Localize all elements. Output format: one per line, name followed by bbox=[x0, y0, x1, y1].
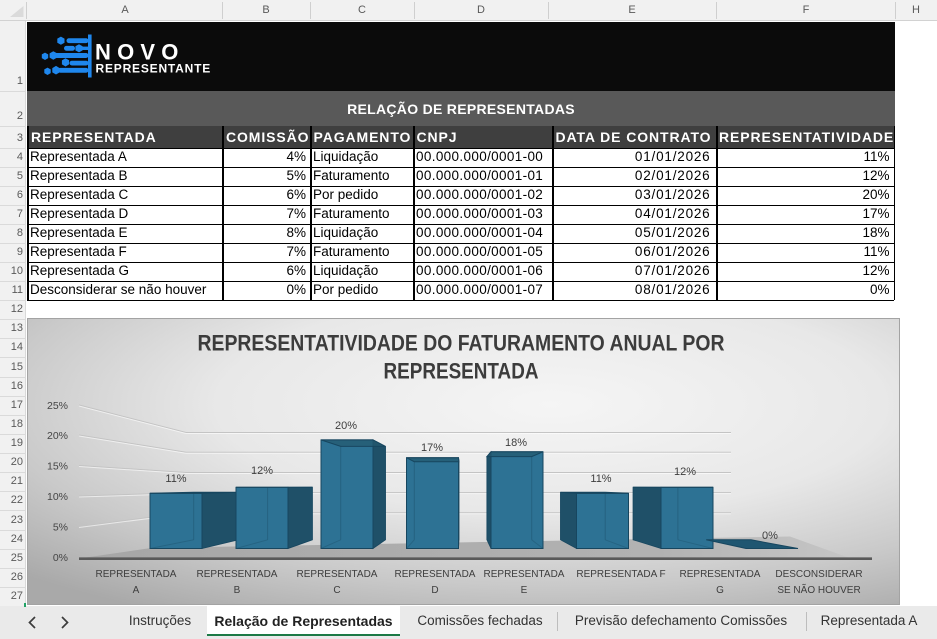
svg-text:REPRESENTADA: REPRESENTADA bbox=[680, 569, 761, 580]
svg-text:REPRESENTADA: REPRESENTADA bbox=[384, 359, 539, 384]
svg-text:18%: 18% bbox=[505, 437, 527, 449]
svg-text:D: D bbox=[431, 585, 438, 596]
svg-text:REPRESENTADA: REPRESENTADA bbox=[297, 569, 378, 580]
svg-text:REPRESENTANTE: REPRESENTANTE bbox=[96, 62, 212, 76]
svg-text:SE NÃO HOUVER: SE NÃO HOUVER bbox=[777, 583, 860, 596]
svg-text:25%: 25% bbox=[47, 400, 68, 412]
svg-text:DESCONSIDERAR: DESCONSIDERAR bbox=[775, 569, 862, 580]
svg-text:REPRESENTADA F: REPRESENTADA F bbox=[576, 569, 665, 580]
svg-text:15%: 15% bbox=[47, 461, 68, 473]
svg-text:REPRESENTADA: REPRESENTADA bbox=[96, 569, 177, 580]
svg-text:B: B bbox=[234, 585, 241, 596]
svg-text:REPRESENTADA: REPRESENTADA bbox=[395, 569, 476, 580]
svg-text:11%: 11% bbox=[590, 473, 611, 485]
svg-text:5%: 5% bbox=[53, 522, 68, 534]
svg-text:NOVO: NOVO bbox=[95, 40, 185, 65]
svg-text:G: G bbox=[716, 585, 724, 596]
svg-text:10%: 10% bbox=[47, 491, 68, 503]
svg-text:12%: 12% bbox=[674, 466, 696, 478]
svg-text:0%: 0% bbox=[53, 552, 68, 564]
svg-text:11%: 11% bbox=[165, 473, 186, 485]
svg-text:E: E bbox=[521, 585, 528, 596]
svg-text:REPRESENTADA: REPRESENTADA bbox=[197, 569, 278, 580]
svg-text:12%: 12% bbox=[251, 465, 273, 477]
svg-text:17%: 17% bbox=[421, 442, 443, 454]
svg-text:20%: 20% bbox=[335, 420, 357, 432]
svg-text:C: C bbox=[333, 585, 340, 596]
svg-text:REPRESENTADA: REPRESENTADA bbox=[484, 569, 565, 580]
svg-text:20%: 20% bbox=[47, 430, 68, 442]
svg-text:REPRESENTATIVIDADE DO FATURAME: REPRESENTATIVIDADE DO FATURAMENTO ANUAL … bbox=[198, 331, 725, 356]
svg-text:0%: 0% bbox=[762, 530, 778, 542]
svg-text:A: A bbox=[133, 585, 140, 596]
